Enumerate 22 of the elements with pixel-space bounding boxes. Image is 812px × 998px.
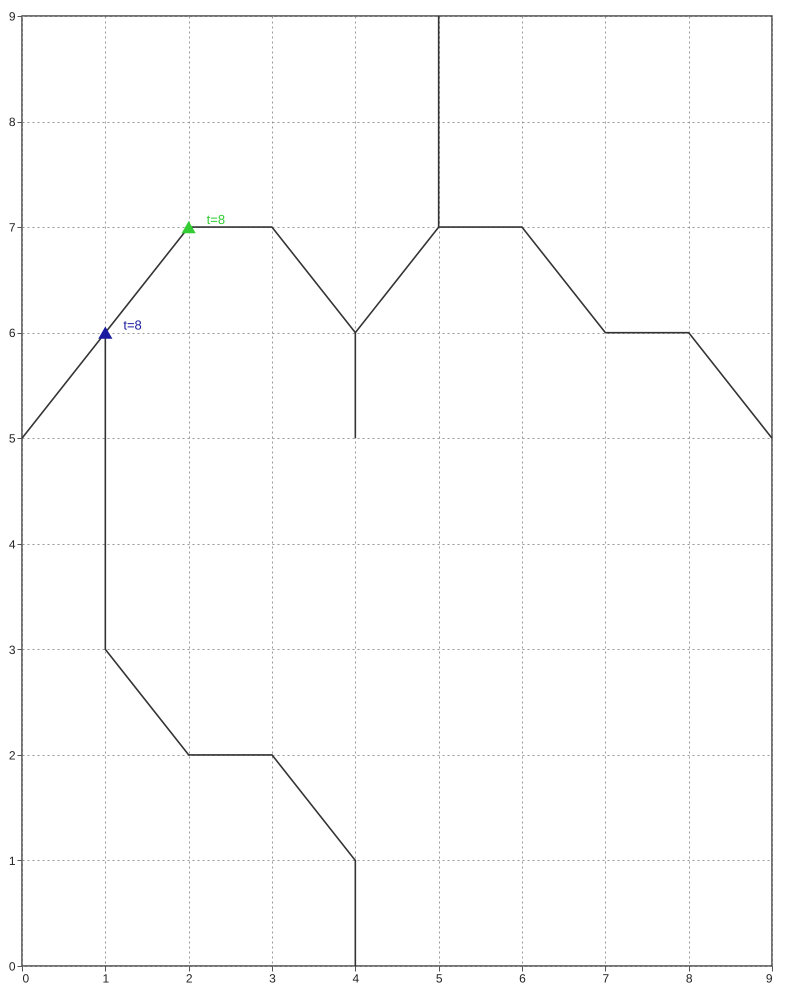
y-tick-label: 0 [8, 960, 16, 974]
x-tick-label: 3 [269, 972, 276, 986]
x-tick-label: 6 [519, 972, 526, 986]
y-tick-label: 7 [8, 220, 16, 235]
x-tick-label: 0 [22, 972, 30, 986]
x-tick-label: 4 [352, 972, 360, 986]
y-tick-label: 1 [8, 854, 16, 868]
annotation: t=8 [123, 318, 142, 333]
y-tick-label: 8 [8, 115, 16, 130]
y-tick-label: 9 [8, 10, 16, 24]
x-tick-label: 8 [686, 972, 693, 986]
x-tick-label: 2 [186, 972, 193, 986]
y-tick-label: 3 [8, 642, 16, 657]
x-tick-label: 9 [766, 972, 773, 986]
x-tick-label: 1 [102, 972, 110, 986]
annotation: t=8 [206, 212, 226, 228]
x-tick-label: 5 [436, 972, 443, 986]
y-tick-label: 2 [8, 748, 16, 762]
y-tick-label: 6 [8, 326, 16, 340]
y-tick-label: 5 [8, 432, 16, 446]
x-tick-label: 7 [602, 972, 610, 986]
y-tick-label: 4 [8, 537, 16, 552]
